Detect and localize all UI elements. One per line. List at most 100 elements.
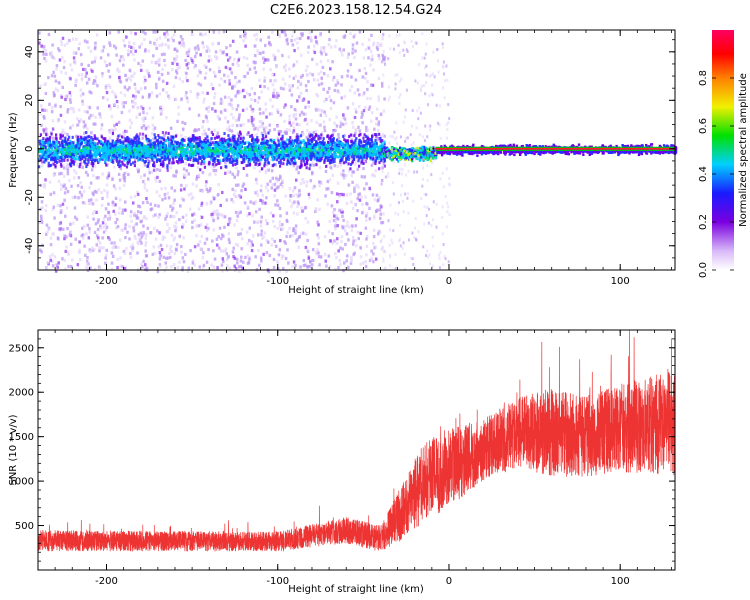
spectrogram-cell: [308, 264, 312, 268]
spectrogram-cell: [225, 46, 228, 50]
spectrogram-cell: [158, 194, 161, 198]
spectrogram-cell: [217, 30, 221, 35]
spectrogram-cell: [275, 176, 278, 180]
spectrogram-cell: [276, 226, 280, 230]
spectrogram-cell: [61, 134, 64, 138]
spectrogram-cell: [295, 135, 298, 139]
spectrogram-cell: [288, 121, 291, 125]
spectrogram-cell: [383, 142, 386, 146]
spectrogram-cell: [295, 138, 299, 142]
spectrogram-cell: [166, 163, 169, 167]
spectrogram-cell: [240, 247, 243, 251]
spectrogram-cell: [38, 150, 42, 154]
spectrogram-cell: [296, 204, 299, 209]
spectrogram-cell: [282, 87, 285, 91]
spectrogram-cell: [188, 154, 191, 158]
spectrogram-cell: [60, 39, 63, 43]
spectrogram-cell: [244, 32, 247, 36]
spectrogram-cell: [230, 151, 234, 155]
spectrogram-cell: [62, 148, 65, 152]
spectrogram-cell: [236, 173, 240, 177]
spectrogram-cell: [315, 92, 318, 97]
spectrogram-cell: [375, 193, 379, 197]
spectrogram-cell: [316, 94, 320, 98]
spectrogram-cell: [78, 108, 81, 112]
spectrogram-cell: [254, 70, 258, 75]
spectrogram-cell: [147, 93, 151, 97]
spectrogram-cell: [250, 87, 254, 91]
spectrogram-cell: [131, 100, 135, 104]
spectrogram-cell: [54, 79, 58, 83]
spectrogram-cell: [205, 260, 209, 264]
spectrogram-cell: [77, 73, 81, 77]
spectrogram-cell: [178, 234, 182, 238]
spectrogram-cell: [271, 30, 274, 35]
spectrogram-cell: [149, 139, 152, 143]
spectrogram-cell: [277, 178, 281, 182]
spectrogram-cell: [269, 68, 272, 72]
spectrogram-cell: [351, 224, 354, 228]
spectrogram-cell: [213, 142, 216, 146]
spectrogram-cell: [356, 183, 359, 187]
spectrogram-cell: [194, 64, 197, 68]
spectrogram-cell: [260, 215, 263, 219]
spectrogram-cell: [38, 220, 41, 224]
spectrogram-cell: [231, 123, 234, 127]
spectrogram-cell: [79, 258, 82, 262]
spectrogram-cell: [265, 162, 269, 167]
spectrogram-cell: [165, 244, 169, 248]
spectrogram-cell: [119, 55, 123, 59]
spectrogram-cell: [81, 201, 85, 205]
spectrogram-cell: [96, 220, 100, 224]
spectrogram-cell: [126, 88, 130, 92]
spectrogram-cell: [158, 251, 162, 255]
spectrogram-cell: [224, 161, 227, 165]
spectrogram-cell: [262, 252, 265, 256]
spectrogram-cell: [137, 90, 140, 94]
spectrogram-cell: [228, 82, 231, 86]
spectrogram-cell: [121, 211, 124, 215]
spectrogram-cell: [129, 195, 133, 199]
spectrogram-cell: [110, 251, 114, 255]
spectrogram-cell: [313, 135, 316, 139]
spectrogram-cell: [136, 170, 140, 174]
spectrogram-cell: [215, 143, 218, 147]
spectrogram-cell: [352, 170, 356, 174]
spectrogram-cell: [48, 102, 51, 106]
spectrogram-cell: [204, 137, 207, 141]
spectrogram-cell: [295, 133, 299, 137]
spectrogram-cell: [295, 60, 299, 64]
spectrogram-cell: [376, 152, 379, 156]
spectrogram-cell: [152, 163, 155, 167]
spectrogram-cell: [74, 147, 77, 151]
spectrogram-cell: [85, 157, 88, 162]
spectrogram-cell: [360, 111, 364, 115]
spectrogram-cell: [204, 132, 207, 136]
spectrogram-cell: [347, 225, 351, 229]
spectrogram-cell: [254, 158, 257, 162]
spectrogram-cell: [55, 64, 59, 68]
spectrogram-cell: [138, 237, 141, 241]
spectrogram-cell: [254, 177, 258, 182]
spectrogram-cell: [236, 261, 239, 265]
spectrogram-cell: [232, 255, 235, 259]
spectrogram-cell: [328, 95, 331, 99]
spectrogram-cell: [209, 201, 213, 206]
spectrogram-cell: [104, 87, 108, 91]
spectrogram-cell: [309, 179, 313, 183]
spectrogram-cell: [146, 137, 149, 141]
spectrogram-cell: [273, 79, 276, 83]
spectrogram-cell: [76, 141, 79, 145]
spectrogram-cell: [83, 141, 87, 145]
spectrogram-cell: [63, 120, 67, 124]
spectrogram-cell: [133, 211, 136, 216]
spectrogram-cell: [281, 137, 284, 141]
spectrogram-cell: [195, 224, 198, 228]
spectrogram-cell: [227, 255, 230, 259]
spectrogram-cell: [313, 184, 316, 189]
spectrogram-cell: [155, 38, 159, 42]
spectrogram-cell: [69, 63, 72, 67]
spectrogram-cell: [79, 88, 83, 92]
spectrogram-cell: [268, 123, 271, 127]
spectrogram-cell: [265, 239, 268, 243]
